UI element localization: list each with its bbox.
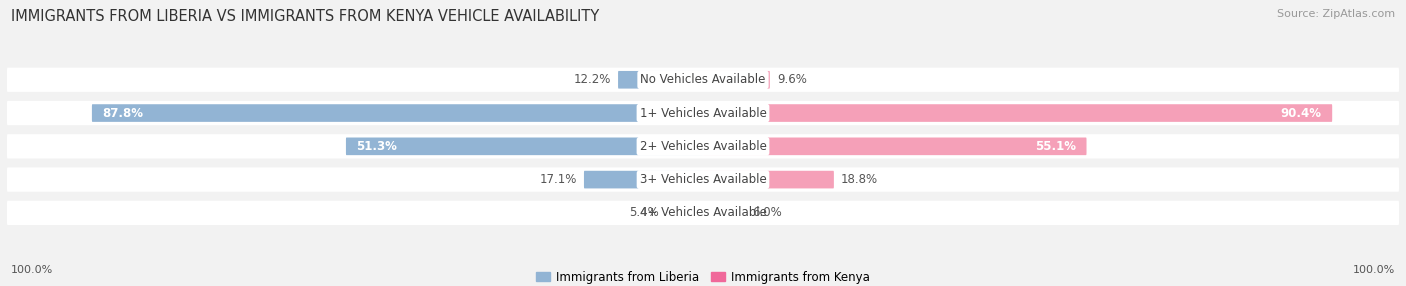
Text: 6.0%: 6.0% bbox=[752, 206, 782, 219]
Text: IMMIGRANTS FROM LIBERIA VS IMMIGRANTS FROM KENYA VEHICLE AVAILABILITY: IMMIGRANTS FROM LIBERIA VS IMMIGRANTS FR… bbox=[11, 9, 599, 23]
Text: 12.2%: 12.2% bbox=[574, 73, 612, 86]
FancyBboxPatch shape bbox=[583, 171, 703, 188]
FancyBboxPatch shape bbox=[703, 171, 834, 188]
Text: 51.3%: 51.3% bbox=[356, 140, 398, 153]
FancyBboxPatch shape bbox=[7, 134, 1399, 158]
FancyBboxPatch shape bbox=[703, 204, 745, 222]
FancyBboxPatch shape bbox=[7, 168, 1399, 192]
Text: 100.0%: 100.0% bbox=[11, 265, 53, 275]
FancyBboxPatch shape bbox=[703, 71, 770, 89]
Text: 87.8%: 87.8% bbox=[103, 107, 143, 120]
Text: 100.0%: 100.0% bbox=[1353, 265, 1395, 275]
FancyBboxPatch shape bbox=[91, 104, 703, 122]
FancyBboxPatch shape bbox=[7, 101, 1399, 125]
Text: 90.4%: 90.4% bbox=[1281, 107, 1322, 120]
Text: 3+ Vehicles Available: 3+ Vehicles Available bbox=[640, 173, 766, 186]
Text: 5.4%: 5.4% bbox=[628, 206, 658, 219]
FancyBboxPatch shape bbox=[7, 201, 1399, 225]
Text: 1+ Vehicles Available: 1+ Vehicles Available bbox=[640, 107, 766, 120]
FancyBboxPatch shape bbox=[619, 71, 703, 89]
FancyBboxPatch shape bbox=[346, 138, 703, 155]
FancyBboxPatch shape bbox=[7, 67, 1399, 92]
Text: 2+ Vehicles Available: 2+ Vehicles Available bbox=[640, 140, 766, 153]
FancyBboxPatch shape bbox=[703, 138, 1087, 155]
Legend: Immigrants from Liberia, Immigrants from Kenya: Immigrants from Liberia, Immigrants from… bbox=[536, 271, 870, 283]
FancyBboxPatch shape bbox=[665, 204, 703, 222]
Text: 55.1%: 55.1% bbox=[1035, 140, 1076, 153]
Text: 17.1%: 17.1% bbox=[540, 173, 576, 186]
Text: No Vehicles Available: No Vehicles Available bbox=[640, 73, 766, 86]
Text: 9.6%: 9.6% bbox=[776, 73, 807, 86]
FancyBboxPatch shape bbox=[703, 104, 1333, 122]
Text: 18.8%: 18.8% bbox=[841, 173, 877, 186]
Text: Source: ZipAtlas.com: Source: ZipAtlas.com bbox=[1277, 9, 1395, 19]
Text: 4+ Vehicles Available: 4+ Vehicles Available bbox=[640, 206, 766, 219]
